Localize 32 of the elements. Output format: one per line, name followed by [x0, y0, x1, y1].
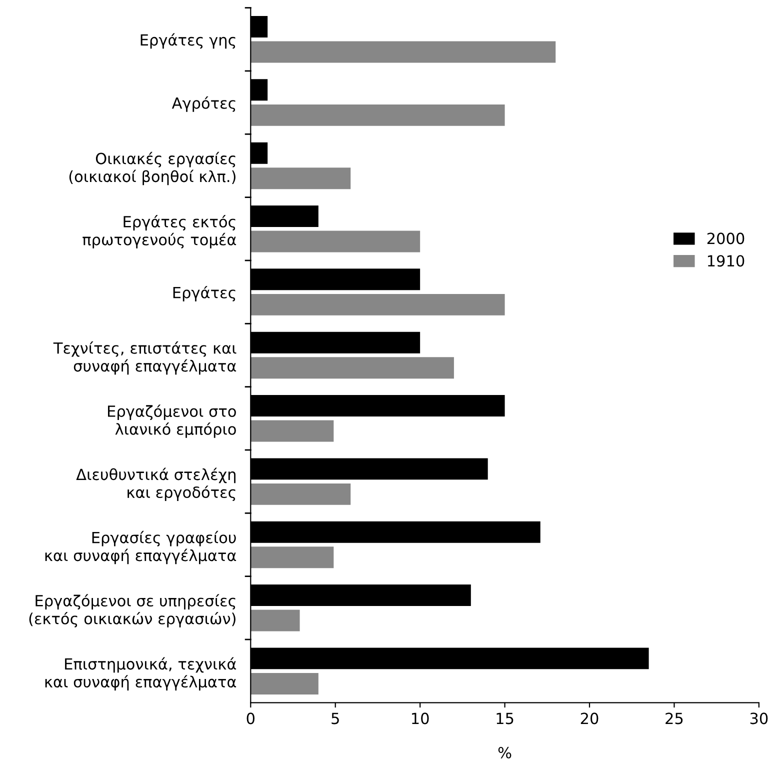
x-tick-label: 20 — [580, 712, 598, 724]
legend-label: 1910 — [708, 255, 744, 267]
bar — [250, 672, 318, 694]
x-tick-label: 5 — [332, 712, 339, 724]
bar — [250, 483, 351, 505]
bar — [250, 168, 351, 190]
y-tick-label: Οικιακές εργασίες (οικιακοί βοηθοί κλπ.) — [69, 152, 236, 186]
y-tick-label: Τεχνίτες, επιστάτες και συναφή επαγγέλματα — [53, 341, 236, 375]
x-tick-label: 15 — [496, 712, 514, 724]
bar — [250, 610, 300, 632]
bar — [250, 104, 505, 126]
y-tick-label: Εργαζόμενοι σε υπηρεσίες (εκτός οικιακών εργασιών) — [29, 594, 236, 628]
bar — [250, 420, 334, 442]
y-tick-label: Εργασίες γραφείου και συναφή επαγγέλματα — [45, 530, 236, 564]
x-tick-label: 0 — [246, 712, 254, 724]
y-tick-label: Αγρότες — [172, 96, 236, 112]
y-tick-label: Εργάτες γης — [140, 33, 236, 49]
bar — [250, 546, 334, 568]
bar — [250, 357, 454, 379]
x-tick-label: 10 — [412, 712, 429, 724]
y-tick-label: Εργάτες εκτός πρωτογενούς τομέα — [82, 215, 236, 248]
bar — [250, 230, 420, 252]
y-tick-label: Εργάτες — [173, 286, 236, 302]
x-tick-label: 30 — [750, 712, 768, 724]
x-tick-label: 25 — [666, 712, 683, 724]
y-tick-label: Επιστημονικά, τεχνικά και συναφή επαγγέλματα — [45, 657, 236, 691]
x-axis-title: % — [498, 746, 512, 758]
bar — [250, 294, 505, 316]
bar — [250, 41, 556, 63]
y-tick-label: Διευθυντικά στελέχη και εργοδότες — [76, 468, 236, 502]
legend-label: 2000 — [707, 232, 744, 244]
y-tick-label: Εργαζόμενοι στο λιανικό εμπόριο — [108, 404, 236, 438]
